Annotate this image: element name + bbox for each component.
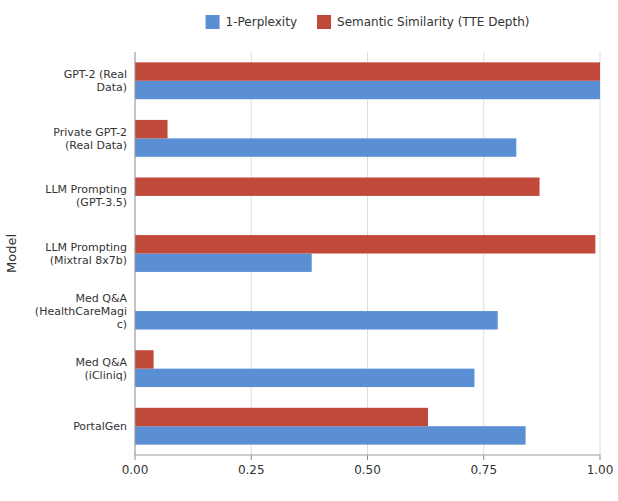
category-label: Med Q&A(HealthCareMagic) [35, 292, 128, 331]
category-label: Private GPT-2(Real Data) [53, 126, 127, 152]
y-axis-line [135, 52, 136, 455]
bar [135, 254, 312, 272]
tick-mark [600, 455, 601, 460]
legend-swatch [317, 15, 331, 29]
tick-label: 1.00 [587, 463, 614, 477]
tick-mark [367, 455, 368, 460]
tick-mark [483, 455, 484, 460]
category-label: PortalGen [73, 420, 127, 433]
bars [135, 62, 600, 444]
category-label: GPT-2 (RealData) [64, 68, 127, 94]
bar [135, 138, 516, 156]
chart: 0.00 0.25 0.50 0.75 1.00 GPT-2 (RealData) Priv… [0, 0, 618, 501]
category-label: Med Q&A(iCliniq) [76, 356, 128, 382]
tick-label: 0.25 [238, 463, 265, 477]
grid [135, 52, 600, 455]
legend-item: Semantic Similarity (TTE Depth) [317, 15, 529, 29]
bar [135, 62, 600, 80]
bar [135, 178, 540, 196]
legend-item: 1-Perplexity [206, 15, 297, 29]
bar [135, 426, 526, 444]
axis-label: Model [4, 234, 19, 273]
bar [135, 81, 600, 99]
tick-label: 0.50 [354, 463, 381, 477]
tick-label: 0.75 [470, 463, 497, 477]
legend-swatch [206, 15, 220, 29]
category-label: LLM Prompting(Mixtral 8x7b) [45, 241, 127, 267]
category-label: LLM Prompting(GPT-3.5) [45, 183, 127, 209]
bar [135, 350, 154, 368]
bar [135, 120, 168, 138]
legend-label: 1-Perplexity [226, 15, 297, 29]
tick-mark [251, 455, 252, 460]
tick-label: 0.00 [122, 463, 149, 477]
legend-label: Semantic Similarity (TTE Depth) [337, 15, 529, 29]
legend: 1-Perplexity Semantic Similarity (TTE Dep… [206, 15, 530, 29]
grid-line [600, 52, 601, 455]
bar [135, 369, 474, 387]
grid-line [135, 52, 136, 455]
tick-mark [135, 455, 136, 460]
bar [135, 408, 428, 426]
x-axis-line [135, 455, 600, 456]
bar [135, 235, 595, 253]
bar [135, 311, 498, 329]
